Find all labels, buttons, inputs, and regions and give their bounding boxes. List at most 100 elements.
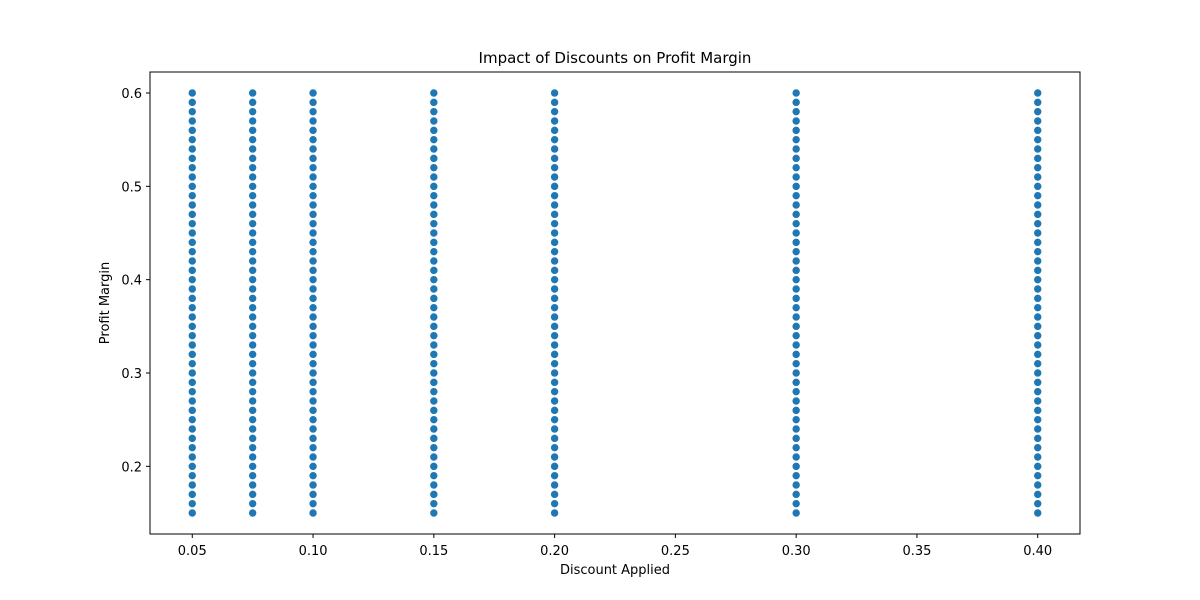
scatter-point (308, 294, 318, 303)
scatter-point (1033, 182, 1043, 191)
scatter-point (1033, 312, 1043, 322)
scatter-point (187, 294, 197, 303)
x-tick-label: 0.30 (782, 544, 811, 559)
scatter-point (187, 182, 197, 191)
scatter-point (1033, 284, 1043, 294)
points-layer (187, 88, 1043, 518)
scatter-point (1033, 247, 1043, 256)
scatter-point (791, 154, 801, 163)
scatter-point (791, 219, 801, 228)
scatter-point (1033, 88, 1043, 98)
scatter-point (550, 154, 559, 163)
chart-title: Impact of Discounts on Profit Margin (479, 49, 752, 67)
scatter-point (248, 340, 257, 350)
scatter-point (187, 359, 197, 368)
scatter-point (1033, 144, 1043, 154)
scatter-point (1033, 116, 1043, 126)
scatter-point (248, 98, 257, 107)
scatter-point (550, 144, 559, 154)
scatter-point (308, 191, 318, 200)
scatter-point (1033, 387, 1043, 396)
scatter-point (550, 443, 559, 452)
scatter-point (550, 256, 559, 266)
scatter-point (550, 331, 559, 340)
scatter-point (550, 191, 559, 200)
scatter-point (187, 396, 197, 406)
scatter-point (187, 219, 197, 228)
scatter-point (791, 116, 801, 126)
scatter-point (248, 499, 257, 508)
scatter-point (248, 88, 257, 98)
scatter-point (791, 415, 801, 424)
scatter-point (308, 275, 318, 284)
x-tick-label: 0.25 (661, 544, 690, 559)
scatter-point (550, 378, 559, 387)
scatter-point (248, 200, 257, 210)
scatter-point (1033, 396, 1043, 406)
scatter-point (308, 508, 318, 518)
scatter-point (1033, 359, 1043, 368)
y-axis-title: Profit Margin (98, 262, 113, 344)
scatter-point (550, 126, 559, 135)
scatter-point (1033, 340, 1043, 350)
scatter-point (308, 172, 318, 182)
scatter-point (248, 135, 257, 144)
scatter-point (187, 508, 197, 518)
scatter-point (248, 443, 257, 452)
scatter-point (308, 452, 318, 462)
scatter-point (308, 284, 318, 294)
scatter-point (791, 424, 801, 434)
scatter-point (187, 266, 197, 275)
scatter-point (1033, 508, 1043, 518)
scatter-point (550, 462, 559, 471)
scatter-point (308, 303, 318, 312)
scatter-point (248, 462, 257, 471)
scatter-point (550, 284, 559, 294)
scatter-point (791, 200, 801, 210)
scatter-point (248, 415, 257, 424)
scatter-point (429, 368, 439, 378)
scatter-point (187, 191, 197, 200)
scatter-point (187, 210, 197, 219)
scatter-point (1033, 191, 1043, 200)
scatter-point (429, 303, 439, 312)
scatter-point (187, 154, 197, 163)
scatter-point (429, 210, 439, 219)
scatter-point (791, 322, 801, 331)
scatter-point (1033, 471, 1043, 480)
scatter-point (550, 490, 559, 499)
scatter-point (187, 480, 197, 490)
scatter-point (550, 238, 559, 247)
scatter-point (187, 163, 197, 172)
scatter-point (187, 312, 197, 322)
scatter-point (791, 331, 801, 340)
scatter-point (429, 387, 439, 396)
scatter-point (248, 163, 257, 172)
scatter-point (187, 406, 197, 415)
scatter-point (248, 107, 257, 116)
scatter-point (550, 219, 559, 228)
scatter-point (791, 172, 801, 182)
scatter-point (308, 126, 318, 135)
scatter-point (791, 434, 801, 443)
scatter-point (187, 368, 197, 378)
scatter-point (429, 490, 439, 499)
scatter-point (308, 144, 318, 154)
scatter-point (248, 144, 257, 154)
scatter-point (550, 480, 559, 490)
scatter-point (429, 88, 439, 98)
scatter-point (791, 210, 801, 219)
scatter-point (429, 284, 439, 294)
scatter-point (429, 247, 439, 256)
scatter-point (248, 424, 257, 434)
scatter-point (429, 359, 439, 368)
scatter-point (429, 172, 439, 182)
scatter-point (550, 247, 559, 256)
scatter-point (791, 107, 801, 116)
scatter-point (187, 378, 197, 387)
scatter-point (429, 228, 439, 238)
scatter-point (187, 172, 197, 182)
scatter-point (791, 247, 801, 256)
scatter-point (308, 312, 318, 322)
